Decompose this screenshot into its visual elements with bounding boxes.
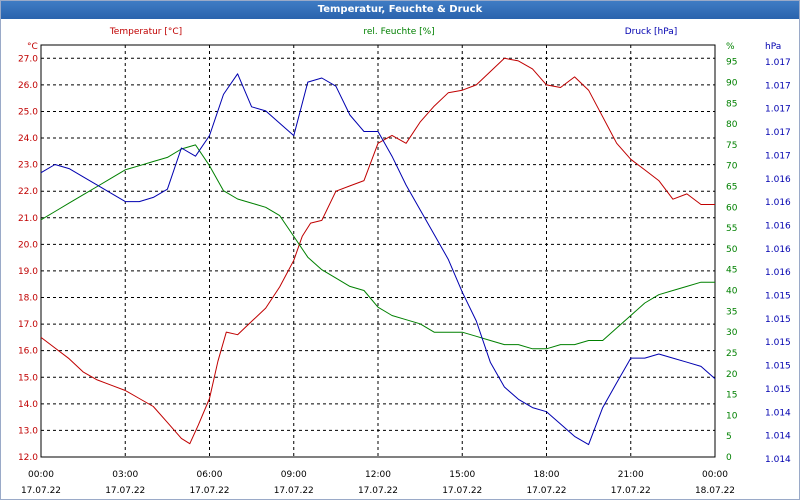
y-tick-humidity: 25	[726, 349, 737, 359]
y-tick-pressure: 1.015	[765, 292, 791, 302]
y-tick-temperature: 22.0	[18, 187, 38, 197]
y-tick-humidity: 10	[726, 411, 738, 421]
y-tick-pressure: 1.017	[765, 105, 791, 115]
middle-axis-unit: %	[726, 42, 735, 52]
y-tick-temperature: 27.0	[18, 54, 38, 64]
x-tick-date: 17.07.22	[274, 486, 314, 496]
y-tick-pressure: 1.016	[765, 198, 791, 208]
y-tick-humidity: 45	[726, 266, 737, 276]
right-axis-unit: hPa	[765, 42, 781, 52]
y-tick-temperature: 24.0	[18, 134, 38, 144]
y-tick-temperature: 16.0	[18, 347, 38, 357]
x-tick-time: 00:00	[702, 470, 728, 480]
y-tick-humidity: 20	[726, 370, 738, 380]
y-tick-humidity: 40	[726, 287, 738, 297]
x-tick-date: 17.07.22	[611, 486, 651, 496]
y-tick-humidity: 0	[726, 453, 732, 463]
x-tick-time: 06:00	[197, 470, 223, 480]
y-tick-pressure: 1.014	[765, 432, 791, 442]
x-tick-date: 17.07.22	[105, 486, 145, 496]
y-tick-temperature: 14.0	[18, 400, 38, 410]
humidity-line	[40, 144, 715, 350]
y-tick-pressure: 1.015	[765, 338, 791, 348]
y-tick-pressure: 1.017	[765, 151, 791, 161]
y-tick-humidity: 35	[726, 307, 737, 317]
y-tick-humidity: 70	[726, 162, 738, 172]
left-axis-label: Temperatur [°C]	[109, 27, 182, 37]
window-title: Temperatur, Feuchte & Druck	[1, 1, 799, 19]
y-tick-humidity: 60	[726, 203, 738, 213]
x-tick-time: 18:00	[534, 470, 560, 480]
y-tick-temperature: 12.0	[18, 453, 38, 463]
y-tick-pressure: 1.015	[765, 362, 791, 372]
y-tick-pressure: 1.017	[765, 58, 791, 68]
temperature-line	[40, 57, 715, 445]
y-tick-pressure: 1.017	[765, 128, 791, 138]
y-tick-humidity: 75	[726, 141, 737, 151]
y-tick-humidity: 15	[726, 391, 737, 401]
y-tick-pressure: 1.016	[765, 175, 791, 185]
y-tick-pressure: 1.017	[765, 81, 791, 91]
y-tick-pressure: 1.015	[765, 385, 791, 395]
y-tick-temperature: 15.0	[18, 373, 38, 383]
x-tick-time: 15:00	[449, 470, 475, 480]
y-tick-humidity: 65	[726, 182, 737, 192]
x-tick-time: 12:00	[365, 470, 391, 480]
left-axis-unit: °C	[27, 42, 38, 52]
right-axis-label: Druck [hPa]	[625, 27, 678, 37]
x-tick-date: 18.07.22	[695, 486, 735, 496]
y-tick-temperature: 23.0	[18, 161, 38, 171]
y-tick-humidity: 95	[726, 58, 737, 68]
y-tick-humidity: 80	[726, 120, 738, 130]
chart-svg: Temperatur [°C] rel. Feuchte [%] Druck […	[18, 27, 791, 496]
middle-axis-label: rel. Feuchte [%]	[363, 27, 434, 37]
y-tick-humidity: 85	[726, 99, 737, 109]
y-tick-temperature: 19.0	[18, 267, 38, 277]
y-tick-temperature: 25.0	[18, 107, 38, 117]
y-tick-humidity: 5	[726, 432, 732, 442]
y-tick-humidity: 90	[726, 78, 738, 88]
y-tick-pressure: 1.014	[765, 408, 791, 418]
y-tick-pressure: 1.016	[765, 221, 791, 231]
x-tick-date: 17.07.22	[358, 486, 398, 496]
x-tick-time: 09:00	[281, 470, 307, 480]
x-tick-date: 17.07.22	[442, 486, 482, 496]
x-tick-date: 17.07.22	[526, 486, 566, 496]
x-tick-time: 21:00	[618, 470, 644, 480]
y-tick-pressure: 1.014	[765, 455, 791, 465]
y-tick-pressure: 1.016	[765, 245, 791, 255]
y-tick-temperature: 26.0	[18, 81, 38, 91]
y-tick-temperature: 21.0	[18, 214, 38, 224]
y-tick-humidity: 30	[726, 328, 738, 338]
x-tick-date: 17.07.22	[21, 486, 61, 496]
y-tick-humidity: 55	[726, 224, 737, 234]
y-tick-temperature: 17.0	[18, 320, 38, 330]
x-tick-time: 00:00	[28, 470, 54, 480]
y-tick-pressure: 1.016	[765, 268, 791, 278]
x-tick-date: 17.07.22	[189, 486, 229, 496]
x-tick-time: 03:00	[112, 470, 138, 480]
y-tick-humidity: 50	[726, 245, 738, 255]
y-tick-pressure: 1.015	[765, 315, 791, 325]
y-tick-temperature: 18.0	[18, 294, 38, 304]
y-tick-temperature: 20.0	[18, 240, 38, 250]
y-tick-temperature: 13.0	[18, 426, 38, 436]
pressure-line	[40, 73, 716, 446]
